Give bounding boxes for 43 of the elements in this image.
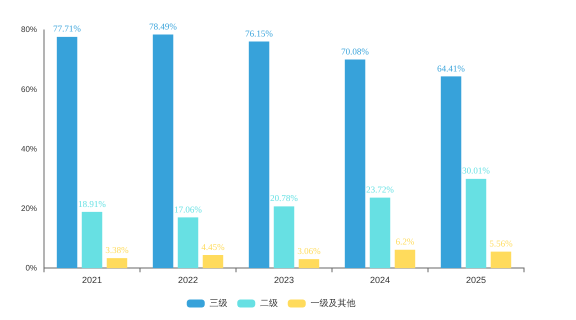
x-tick-label: 2022	[178, 275, 198, 286]
data-label: 20.78%	[270, 193, 298, 204]
data-label: 77.71%	[53, 24, 82, 34]
y-tick-label: 80%	[20, 25, 38, 34]
data-label: 18.91%	[78, 198, 106, 209]
data-label: 17.06%	[174, 204, 202, 214]
data-label: 78.49%	[149, 21, 178, 32]
y-tick-label: 40%	[20, 144, 38, 154]
data-label: 70.08%	[341, 46, 370, 56]
legend-label: 二级	[260, 298, 278, 309]
bar	[248, 41, 270, 268]
data-label: 6.2%	[396, 236, 415, 247]
bar	[344, 60, 366, 268]
bar	[178, 217, 198, 268]
y-tick-label: 60%	[20, 84, 38, 94]
bar	[106, 258, 128, 268]
data-label: 23.72%	[366, 184, 394, 194]
legend-label: 一级及其他	[310, 298, 356, 309]
data-label: 64.41%	[437, 63, 466, 74]
bar	[56, 36, 78, 268]
y-tick-label: 0%	[25, 263, 38, 272]
bar	[440, 76, 462, 268]
bar	[490, 252, 512, 268]
data-label: 5.56%	[489, 238, 514, 249]
bar	[152, 34, 174, 268]
x-tick-label: 2024	[370, 275, 390, 286]
bar	[82, 212, 102, 268]
bar	[274, 206, 294, 268]
data-label: 3.38%	[105, 244, 130, 255]
data-label: 3.06%	[297, 246, 322, 256]
legend-label: 三级	[209, 298, 228, 309]
data-label: 76.15%	[245, 28, 274, 38]
data-label: 4.45%	[201, 242, 226, 252]
x-tick-label: 2023	[274, 275, 294, 286]
data-label: 30.01%	[462, 166, 490, 176]
y-tick-label: 20%	[20, 204, 38, 213]
x-tick-label: 2021	[82, 275, 102, 286]
bar	[298, 259, 320, 268]
bar	[202, 254, 224, 268]
bar	[466, 178, 486, 268]
x-tick-label: 2025	[466, 275, 486, 286]
bar	[394, 250, 416, 268]
bar	[370, 198, 390, 268]
